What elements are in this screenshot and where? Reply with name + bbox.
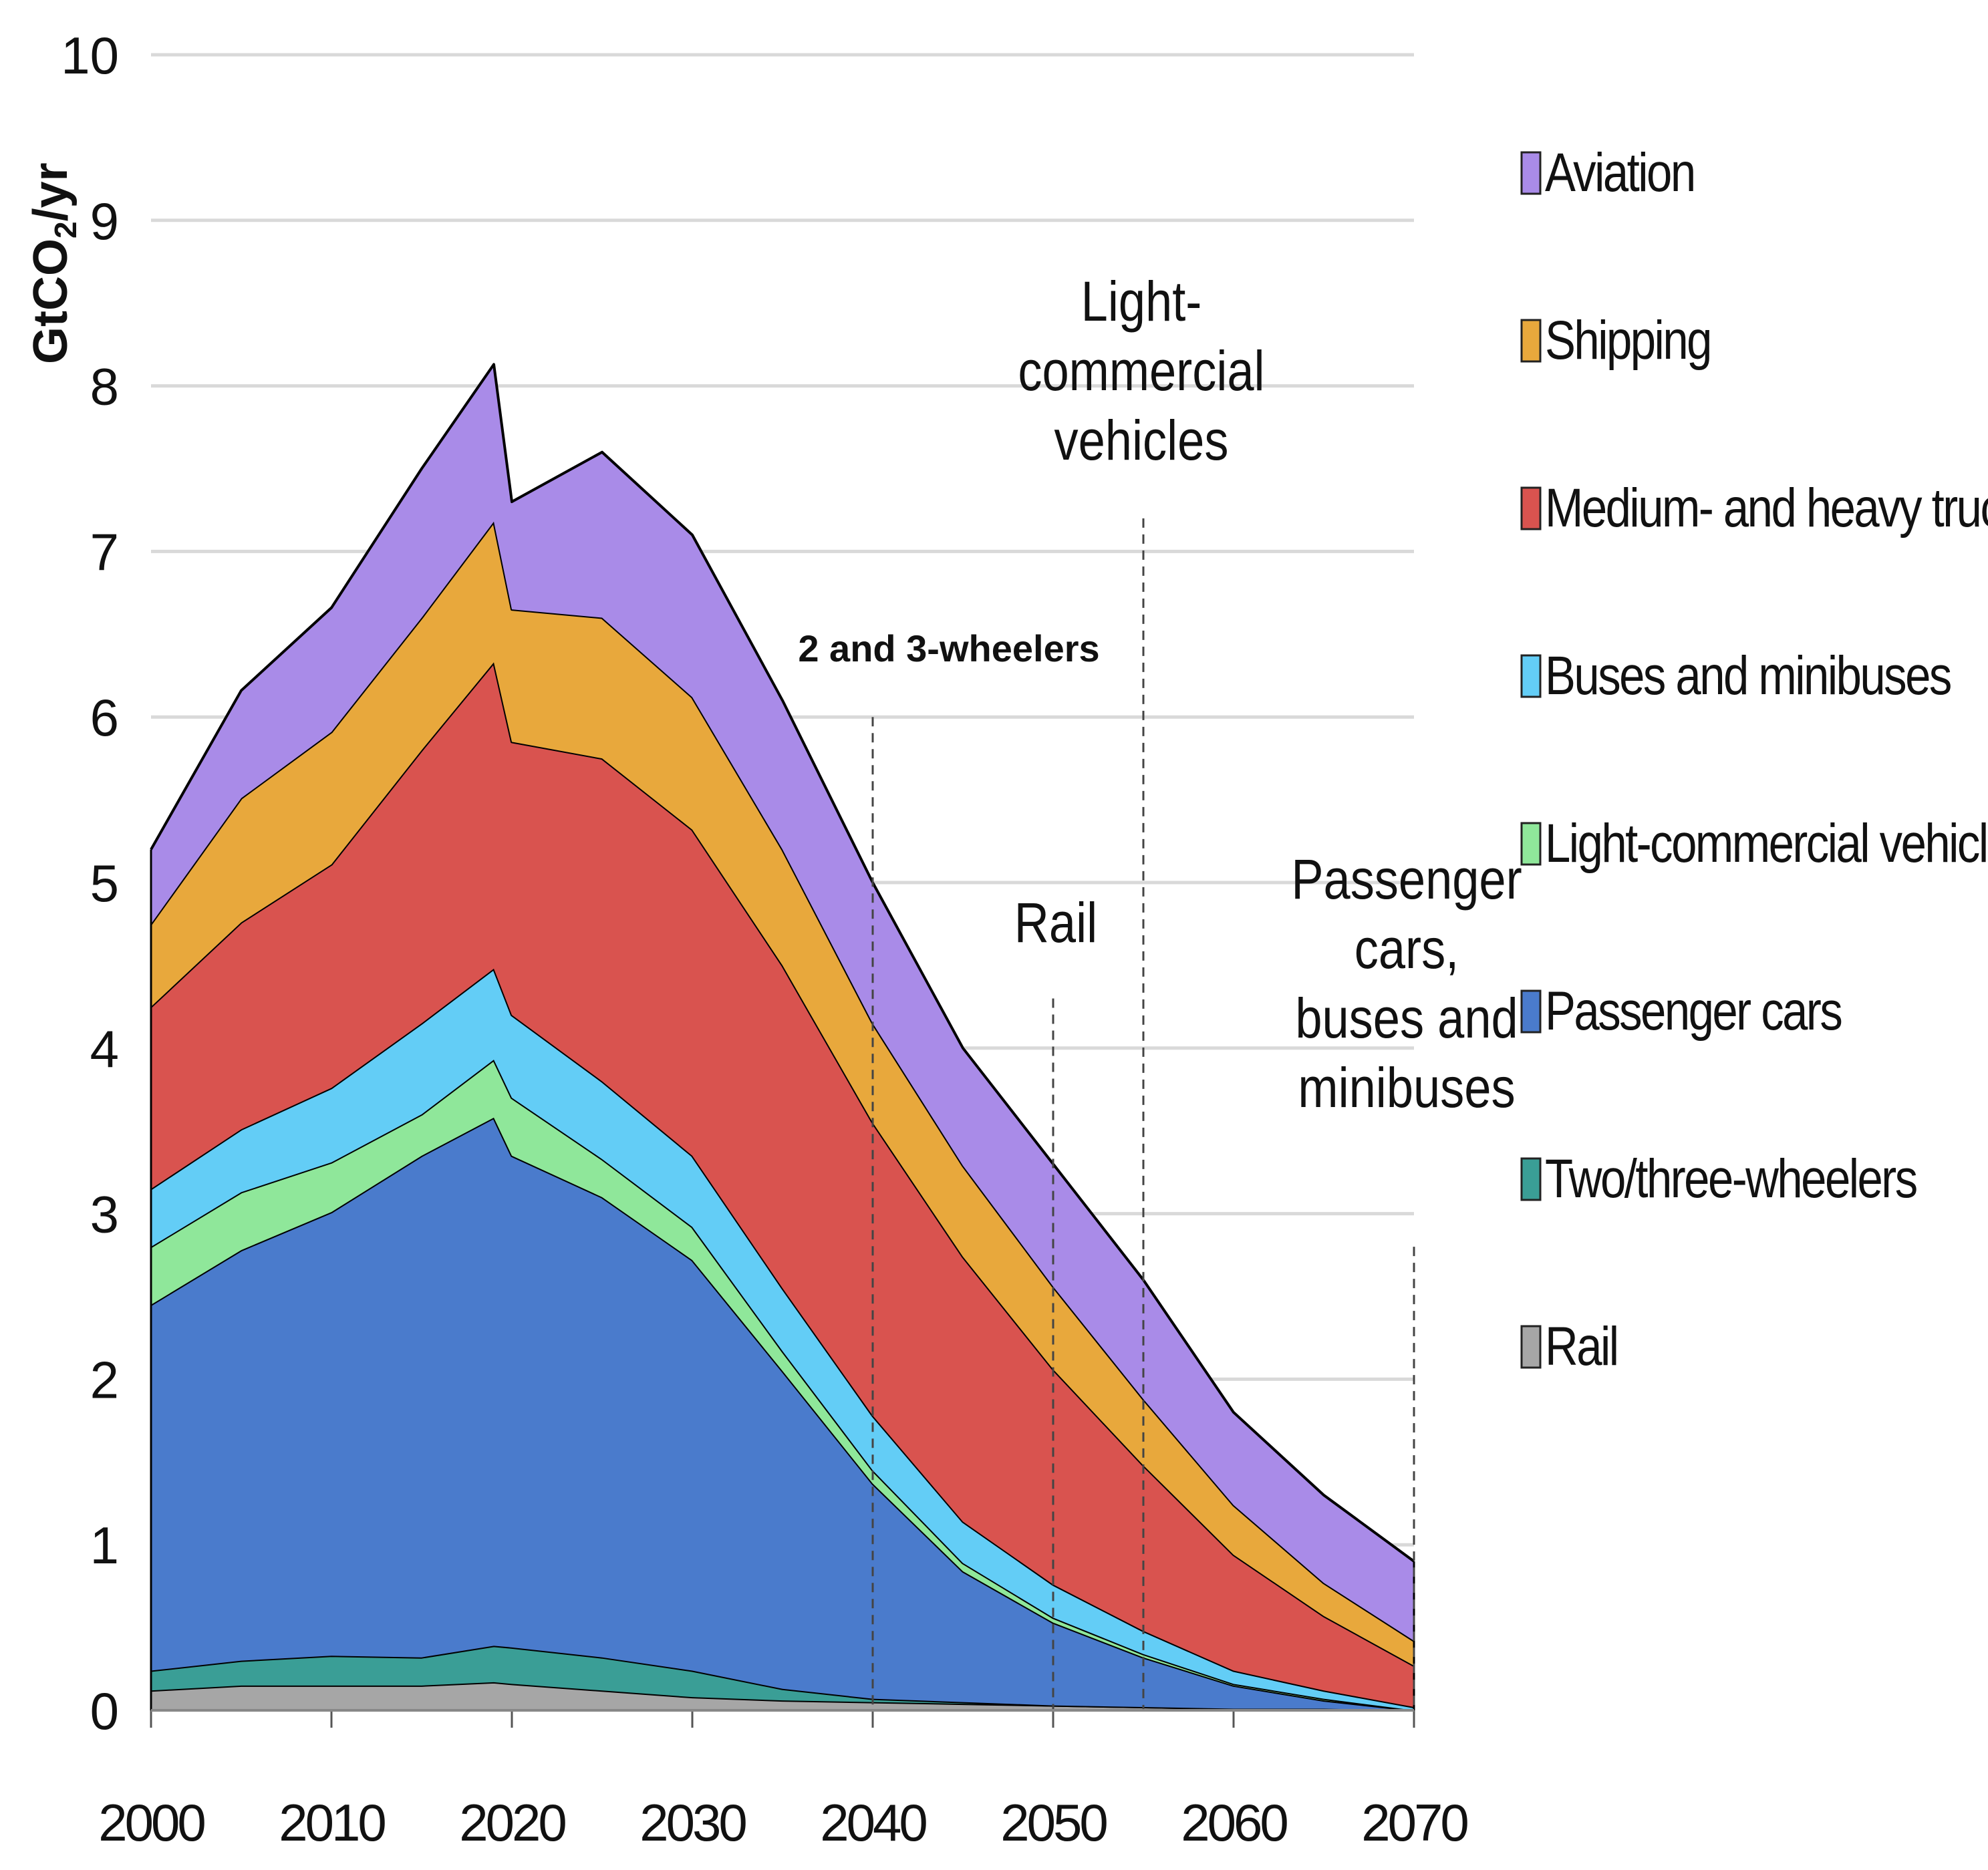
annotation-line-text: vehicles [1054, 409, 1229, 472]
legend-swatch-buses-and-minibuses [1520, 654, 1542, 698]
x-tick-2030: 2030 [640, 1793, 746, 1852]
legend: Aviation Shipping Medium- and heavy trucks… [1520, 142, 1988, 1377]
annotation-lines [871, 518, 1415, 1710]
annotation-line-text: cars, [1355, 917, 1459, 980]
y-tick-8: 8 [90, 357, 119, 416]
legend-swatch-shipping [1520, 319, 1542, 363]
x-tick-2070: 2070 [1361, 1793, 1467, 1852]
annotation-2-and-3-wheelers: 2 and 3-wheelers [798, 627, 1099, 669]
area-buses-and-minibuses [151, 968, 1414, 1710]
x-tick-2050: 2050 [1000, 1793, 1107, 1852]
legend-swatch-light-commercial-vehicles [1520, 822, 1542, 866]
x-tick-labels: 2000 2010 2020 2030 2040 2050 2060 2070 [98, 1709, 1470, 1852]
legend-swatch-aviation [1520, 151, 1542, 195]
legend-label-passenger-cars: Passenger cars [1545, 980, 1842, 1042]
x-tick-2060: 2060 [1181, 1793, 1287, 1852]
annotation-line-text: minibuses [1298, 1056, 1515, 1119]
boundary-aviation [150, 363, 1415, 1563]
legend-swatch-two-three-wheelers [1520, 1157, 1542, 1201]
annotation-line-text: Light- [1081, 270, 1202, 333]
annotations: 2 and 3-wheelers Rail Light-commercial vehi… [798, 270, 1522, 1119]
annotation-light-commercial-vehicles: Light-commercial vehicles [1018, 270, 1264, 472]
x-tick-2010: 2010 [279, 1793, 385, 1852]
y-tick-9: 9 [90, 192, 119, 251]
y-tick-10: 10 [61, 26, 119, 85]
area-aviation [151, 364, 1414, 1641]
y-tick-6: 6 [90, 688, 119, 747]
legend-label-shipping: Shipping [1545, 309, 1711, 371]
annotation-rail: Rail [1014, 891, 1097, 954]
x-tick-2000: 2000 [98, 1793, 204, 1852]
y-tick-7: 7 [90, 522, 119, 581]
y-tick-1: 1 [90, 1516, 119, 1575]
legend-label-two-three-wheelers: Two/three-wheelers [1545, 1148, 1916, 1209]
area-rail [151, 1682, 1414, 1710]
y-tick-labels: 0 1 2 3 4 5 6 7 8 9 10 [61, 26, 119, 1740]
area-shipping [151, 521, 1414, 1666]
legend-swatch-passenger-cars [1520, 989, 1542, 1034]
legend-label-medium-and-heavy-trucks: Medium- and heavy trucks [1545, 477, 1988, 538]
y-tick-0: 0 [90, 1682, 119, 1740]
legend-swatch-rail [1520, 1325, 1542, 1369]
annotation-line-text: buses and [1295, 987, 1518, 1050]
y-tick-5: 5 [90, 854, 119, 913]
area-medium-and-heavy-trucks [151, 662, 1414, 1708]
annotation-passenger-cars-buses-and-minibuses: Passenger cars, buses and minibuses [1291, 848, 1522, 1119]
annotation-line-text: Passenger [1291, 848, 1522, 911]
stacked-areas [150, 363, 1415, 1712]
annotation-line-text: Rail [1014, 891, 1097, 954]
x-tick-2020: 2020 [459, 1793, 565, 1852]
legend-label-buses-and-minibuses: Buses and minibuses [1545, 645, 1951, 706]
legend-label-aviation: Aviation [1545, 142, 1695, 203]
y-tick-4: 4 [90, 1020, 119, 1078]
y-axis-label: GtCO2/yr [24, 162, 83, 364]
area-passenger-cars [151, 1117, 1414, 1710]
annotation-line-text: commercial [1018, 339, 1264, 402]
y-tick-3: 3 [90, 1185, 119, 1244]
legend-label-rail: Rail [1545, 1315, 1618, 1377]
x-tick-2040: 2040 [820, 1793, 926, 1852]
area-two-three-wheelers [151, 1646, 1414, 1710]
legend-label-light-commercial-vehicles: Light-commercial vehicles [1545, 812, 1988, 874]
legend-swatch-medium-and-heavy-trucks [1520, 486, 1542, 530]
y-tick-2: 2 [90, 1350, 119, 1409]
